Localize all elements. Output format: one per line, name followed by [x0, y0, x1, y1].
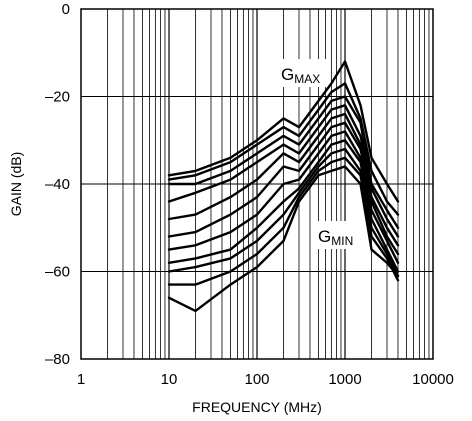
y-tick-label: –20	[45, 89, 70, 106]
data-curves	[167, 60, 400, 313]
gain-curve-4	[167, 104, 400, 238]
y-tick-label: –40	[45, 176, 70, 193]
y-axis-label: GAIN (dB)	[8, 152, 24, 217]
y-tick-label: 0	[62, 1, 70, 18]
gain-curve-9	[167, 147, 400, 278]
x-tick-label: 10000	[412, 371, 454, 388]
gain-curve-11	[167, 165, 400, 313]
annotation-gmax: GMAX	[276, 59, 326, 87]
gmax-sub: MAX	[294, 72, 320, 86]
y-tick-label: –60	[45, 264, 70, 281]
grid-lines	[81, 9, 433, 359]
gain-curve-2	[167, 82, 400, 216]
gmax-main: G	[281, 65, 294, 84]
gmin-main: G	[318, 227, 331, 246]
annotation-gmin: GMIN	[313, 221, 359, 249]
gain-curve-6	[167, 121, 400, 256]
y-tick-labels: 0 –20 –40 –60 –80	[45, 1, 70, 368]
x-tick-label: 1	[77, 371, 85, 388]
svg-text:GMAX: GMAX	[281, 65, 320, 86]
x-tick-labels: 1 10 100 1000 10000	[77, 371, 454, 388]
gain-curve-1	[167, 60, 400, 203]
gain-curve-10	[167, 156, 400, 286]
gain-curve-8	[167, 139, 400, 273]
x-tick-label: 10	[161, 371, 178, 388]
x-tick-label: 1000	[328, 371, 361, 388]
gmin-sub: MIN	[331, 234, 353, 248]
svg-text:GMIN: GMIN	[318, 227, 353, 248]
gain-curve-7	[167, 130, 400, 264]
y-tick-label: –80	[45, 351, 70, 368]
x-axis-label: FREQUENCY (MHz)	[192, 399, 322, 415]
plot-frame	[80, 8, 434, 360]
x-tick-label: 100	[244, 371, 269, 388]
